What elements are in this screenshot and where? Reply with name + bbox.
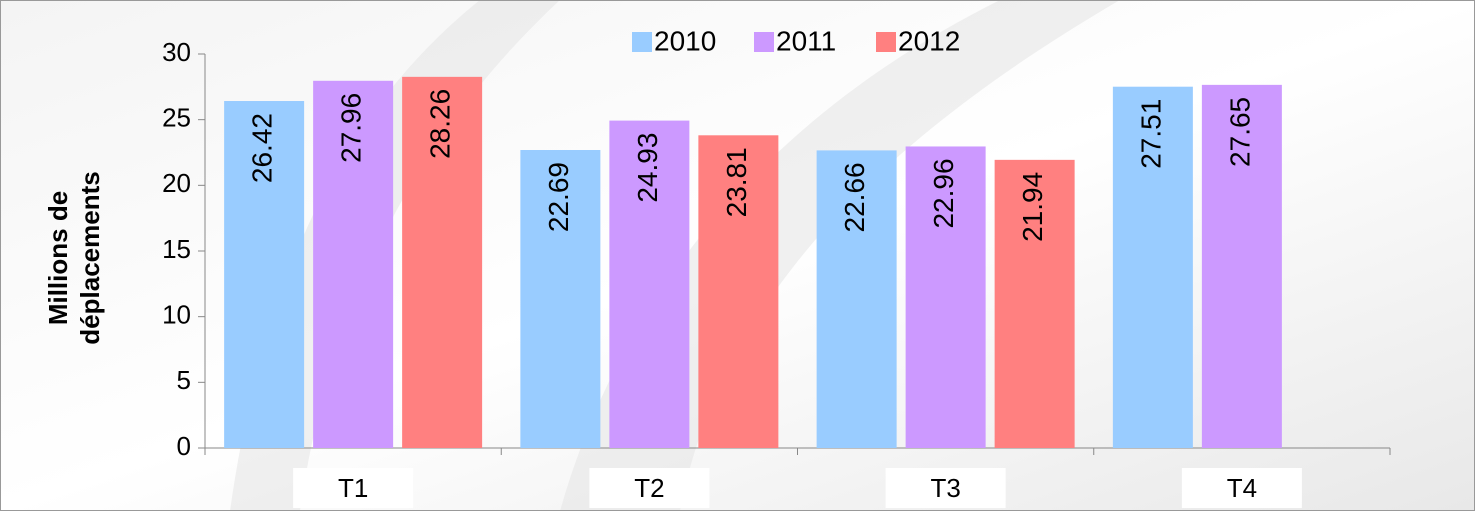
swoosh [230,0,560,511]
data-label: 28.26 [425,89,456,159]
legend-swatch [632,32,652,52]
y-axis-label: Millions de [43,191,73,325]
legend-label: 2010 [654,25,716,56]
legend-label: 2011 [776,25,836,56]
label-box [293,468,414,508]
data-label: 27.51 [1135,99,1166,169]
bar [905,146,986,448]
x-tick-label: T2 [634,473,664,503]
label-box [885,468,1006,508]
legend-label: 2012 [898,25,960,56]
y-axis-label: déplacements [75,171,105,344]
data-label: 26.42 [247,113,278,183]
y-tick-label: 30 [162,37,191,67]
y-tick-label: 5 [177,365,191,395]
bar [402,76,483,449]
x-tick-label: T4 [1227,473,1257,503]
data-label: 22.66 [839,162,870,232]
bar [1112,86,1193,449]
bar [816,150,897,448]
data-label: 22.96 [928,158,959,228]
label-box [589,468,710,508]
bar [609,120,690,448]
y-tick-label: 0 [177,431,191,461]
y-tick-label: 15 [162,234,191,264]
data-label: 23.81 [721,147,752,217]
data-label: 21.94 [1017,172,1048,242]
data-label: 27.65 [1224,97,1255,167]
bar [1201,84,1282,448]
data-label: 22.69 [543,162,574,232]
x-tick-label: T3 [930,473,960,503]
bar [994,159,1075,448]
label-box [1181,468,1302,508]
bar [698,135,779,448]
bar [313,80,394,449]
legend-swatch [876,32,896,52]
bar [520,150,601,448]
legend-swatch [754,32,774,52]
data-label: 24.93 [632,133,663,203]
y-tick-label: 25 [162,103,191,133]
x-tick-label: T1 [338,473,368,503]
data-label: 27.96 [336,93,367,163]
bar [224,101,305,448]
y-tick-label: 10 [162,300,191,330]
y-tick-label: 20 [162,168,191,198]
